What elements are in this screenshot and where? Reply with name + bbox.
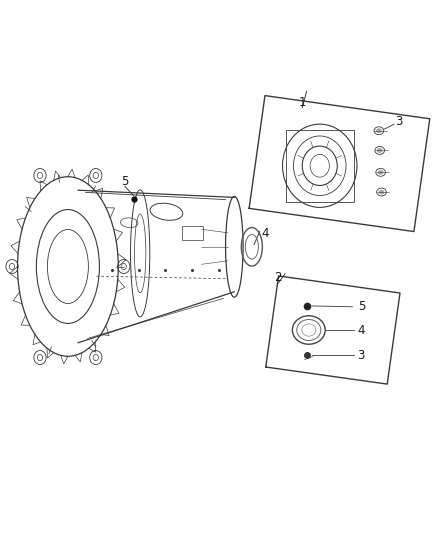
Ellipse shape <box>378 149 382 152</box>
Text: 5: 5 <box>121 175 128 188</box>
Text: 4: 4 <box>357 324 365 336</box>
Text: 4: 4 <box>261 227 269 240</box>
Bar <box>182 226 203 240</box>
Bar <box>286 130 353 202</box>
Text: 3: 3 <box>358 349 365 362</box>
Text: 1: 1 <box>298 96 306 109</box>
Text: 2: 2 <box>274 271 282 284</box>
Text: 3: 3 <box>395 116 402 128</box>
Ellipse shape <box>379 190 384 194</box>
Ellipse shape <box>377 129 381 133</box>
Text: 5: 5 <box>358 300 365 313</box>
Ellipse shape <box>378 171 383 174</box>
